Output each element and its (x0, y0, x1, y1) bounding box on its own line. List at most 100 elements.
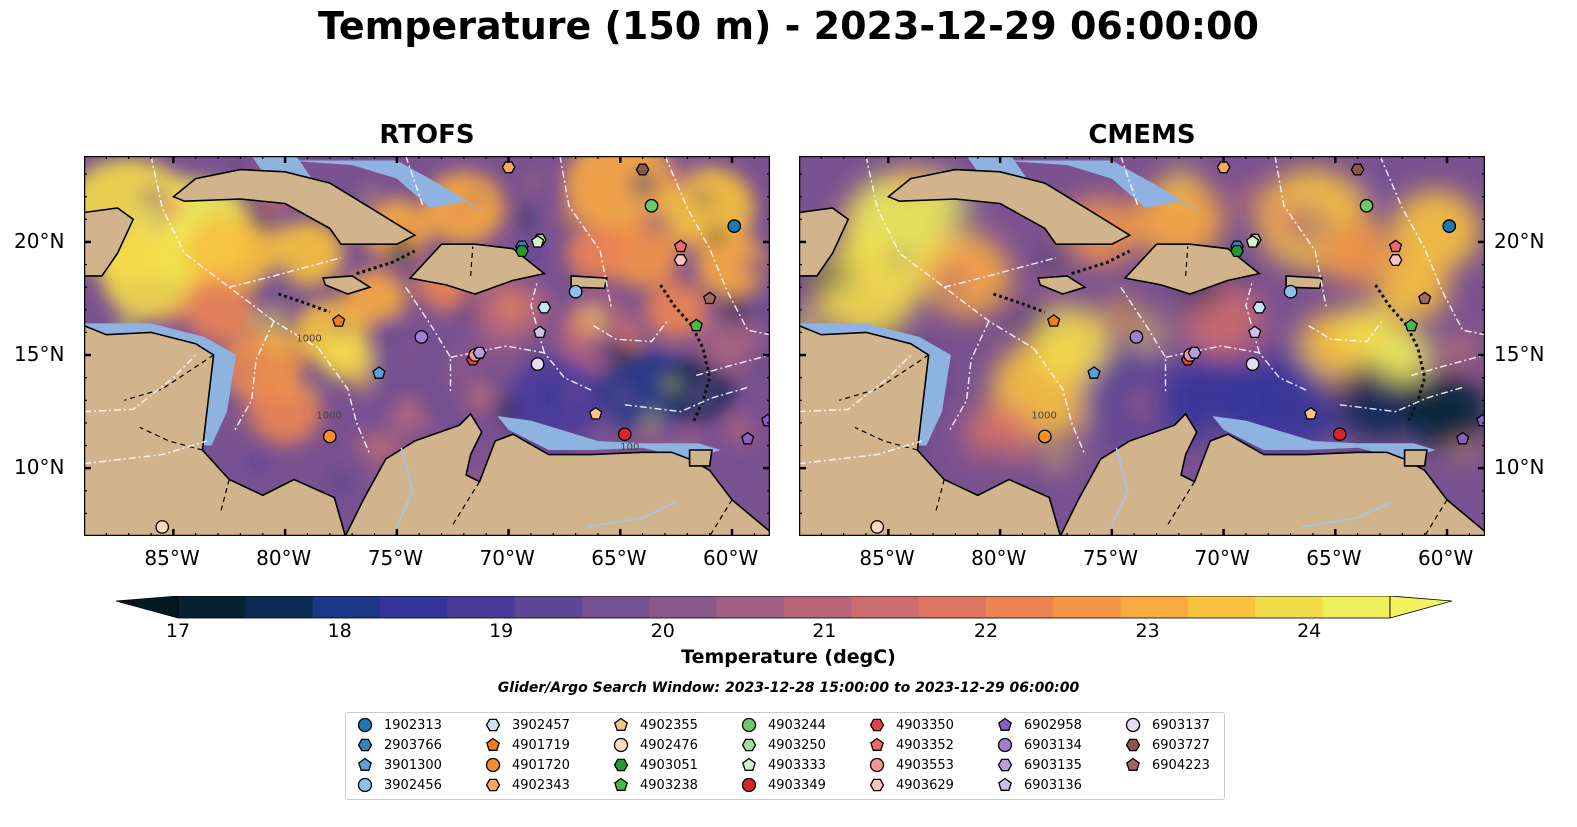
eez-boundary (1120, 156, 1140, 209)
longitude-label: 60°W (1418, 546, 1474, 570)
legend-item: 4903629 (868, 775, 954, 795)
eez-boundary (664, 156, 770, 336)
eddy-texture (249, 309, 270, 330)
legend-marker-icon (1125, 717, 1141, 733)
legend-marker-icon (1126, 757, 1140, 771)
country-border (839, 354, 929, 401)
legend-label: 4903244 (768, 717, 826, 733)
eddy-texture (1010, 302, 1044, 335)
eddy-texture (156, 253, 184, 281)
eddy-texture (684, 238, 699, 253)
float-marker-3902456 (1283, 284, 1298, 299)
country-border (333, 497, 346, 536)
eddy-texture (742, 252, 770, 281)
colorbar-tick-label: 23 (1135, 620, 1160, 642)
eddy-texture (419, 295, 434, 310)
eddy-texture (393, 336, 422, 365)
float-marker-3902457 (1252, 301, 1267, 314)
legend-marker (613, 758, 629, 772)
land-mass (84, 207, 135, 277)
island-arc (659, 284, 712, 422)
eddy-texture (470, 190, 482, 203)
eddy-texture (361, 409, 371, 419)
eddy-texture (364, 187, 378, 202)
eddy-texture (230, 354, 260, 384)
eddy-texture (332, 473, 352, 493)
country-border (934, 479, 945, 514)
legend-item: 6904223 (1124, 755, 1210, 775)
legend-marker (486, 737, 500, 751)
temperature-patch (696, 232, 768, 298)
legend-label: 2903766 (384, 737, 442, 753)
eddy-texture (1033, 382, 1046, 395)
legend-item: 6903137 (1124, 715, 1210, 735)
colorbar-bin (851, 596, 920, 618)
legend-label: 3902457 (512, 717, 570, 733)
legend-label: 4903250 (768, 737, 826, 753)
float-marker-4902355 (1304, 406, 1318, 420)
eez-boundary (1274, 156, 1327, 308)
legend-marker (998, 777, 1012, 791)
eddy-texture (246, 451, 269, 474)
float-marker-4903051 (515, 244, 529, 258)
eddy-texture (620, 327, 645, 352)
colorbar-bin (1255, 596, 1324, 618)
land-mass (688, 449, 713, 467)
float-marker-1902313 (727, 219, 742, 233)
isobath-label: 100 (620, 442, 639, 453)
float-marker-4903629 (673, 254, 688, 267)
colorbar-bin (918, 596, 987, 618)
legend-label: 4902343 (512, 777, 570, 793)
legend-marker (869, 778, 885, 792)
legend-marker (997, 758, 1013, 772)
eddy-texture (749, 231, 762, 244)
legend-item: 4903350 (868, 715, 954, 735)
legend-marker-icon (358, 757, 372, 771)
legend-marker-icon (486, 737, 500, 751)
eddy-texture (1110, 429, 1123, 442)
float-marker-4903244 (644, 198, 659, 213)
legend-marker-icon (870, 737, 884, 751)
legend-item: 4903333 (740, 755, 826, 775)
isobath-label: 1000 (1031, 410, 1056, 421)
legend-item: 6903727 (1124, 735, 1210, 755)
float-marker-4903352 (1388, 239, 1403, 253)
eddy-texture (888, 248, 911, 271)
eddy-texture (643, 410, 661, 428)
temperature-map: 10010001001000 (84, 156, 770, 536)
longitude-label: 75°W (1082, 546, 1139, 570)
colorbar-bin (514, 596, 583, 618)
legend-label: 1902313 (384, 717, 442, 733)
eddy-texture (611, 384, 636, 409)
temperature-patch (1321, 220, 1394, 286)
eez-boundary (948, 320, 990, 433)
eddy-texture (309, 385, 321, 397)
legend-label: 6903727 (1152, 737, 1210, 753)
legend-item: 4901719 (484, 735, 570, 755)
eez-boundary (405, 156, 425, 209)
eez-boundary (624, 386, 751, 413)
temperature-patch (249, 379, 321, 445)
eez-boundary (229, 257, 342, 288)
island-arc (1071, 249, 1131, 276)
eddy-texture (540, 386, 564, 410)
colorbar-bin (447, 596, 516, 618)
eddy-texture (495, 293, 526, 324)
float-marker-4903244 (1359, 198, 1374, 213)
river (395, 447, 414, 528)
float-marker-4902476 (155, 520, 170, 534)
eddy-texture (1092, 418, 1101, 428)
eddy-texture (720, 294, 751, 325)
legend-marker-icon (357, 717, 373, 733)
colorbar-bin (1188, 596, 1256, 618)
land-mass (886, 168, 1132, 245)
legend-item: 4902355 (612, 715, 698, 735)
legend-marker (869, 757, 885, 773)
legend-marker (869, 718, 885, 732)
latitude-label: 20°N (1494, 228, 1545, 253)
country-border (709, 499, 733, 536)
country-border (1048, 497, 1061, 536)
colorbar-tick-label: 19 (489, 620, 514, 642)
eddy-texture (450, 206, 465, 222)
legend-marker-icon (869, 718, 885, 732)
